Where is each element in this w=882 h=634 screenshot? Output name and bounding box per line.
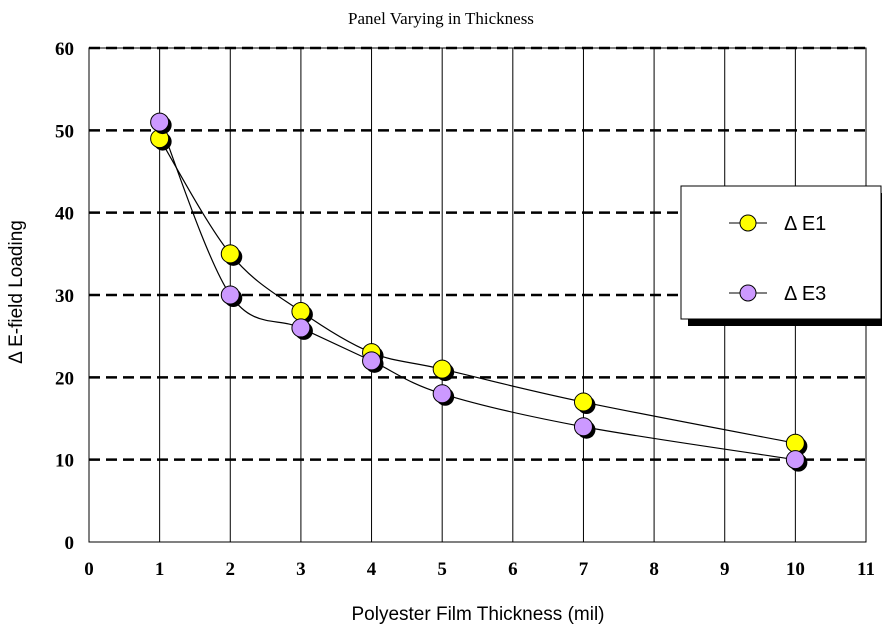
data-point-series-2 [785,450,805,470]
x-tick-label: 9 [720,559,730,580]
x-tick-label: 4 [367,559,377,580]
x-tick-label: 3 [296,559,306,580]
legend-box [680,185,882,320]
data-point-series-1 [785,433,805,453]
legend-marker-e1 [739,214,757,232]
legend-item-e3: Δ E3 [729,283,826,305]
y-tick-label: 10 [55,451,74,472]
x-tick-label: 7 [579,559,589,580]
data-point-series-1 [573,392,593,412]
x-tick-label: 10 [786,559,805,580]
x-tick-label: 8 [649,559,659,580]
y-tick-label: 20 [55,368,74,389]
x-tick-label: 5 [437,559,447,580]
legend-label-e3: Δ E3 [784,283,826,305]
y-tick-label: 50 [55,121,74,142]
legend-item-e1: Δ E1 [729,213,826,235]
x-tick-label: 6 [508,559,518,580]
data-point-series-1 [220,244,240,264]
legend: Δ E1 Δ E3 [680,185,882,326]
data-point-series-2 [220,285,240,305]
data-point-series-2 [291,318,311,338]
y-tick-label: 0 [65,533,75,554]
x-tick-label: 2 [226,559,236,580]
data-point-series-1 [291,301,311,321]
data-point-series-2 [432,384,452,404]
y-tick-label: 60 [55,39,74,60]
data-point-series-2 [150,112,170,132]
y-axis-label: Δ E-field Loading [6,220,27,364]
x-axis-label: Polyester Film Thickness (mil) [351,604,604,625]
x-tick-label: 1 [155,559,165,580]
legend-label-e1: Δ E1 [784,213,826,235]
data-point-series-2 [573,417,593,437]
data-point-series-1 [432,359,452,379]
tick-labels: 0 1 2 3 4 5 6 7 8 9 10 11 0 10 20 30 40 50 60 [55,39,875,580]
x-tick-label: 11 [857,559,875,580]
series-group [150,112,808,472]
y-tick-label: 40 [55,204,74,225]
x-tick-label: 0 [84,559,94,580]
y-tick-label: 30 [55,286,74,307]
chart-title: Panel Varying in Thickness [348,9,534,28]
data-point-series-2 [362,351,382,371]
legend-marker-e3 [739,284,757,302]
